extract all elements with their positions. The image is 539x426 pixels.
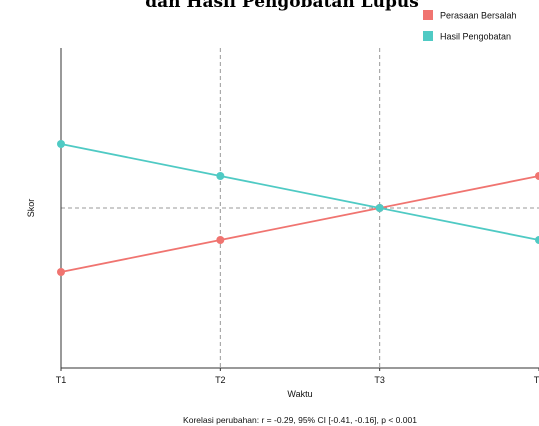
grid-lines: [61, 48, 539, 368]
data-point: [216, 172, 225, 180]
data-point: [57, 268, 65, 276]
x-tick-label: T3: [374, 375, 385, 385]
legend: Perasaan Bersalah Hasil Pengobatan: [423, 10, 517, 42]
x-tick-label: T4: [534, 375, 539, 385]
data-point: [216, 236, 225, 244]
axes: [60, 48, 539, 369]
x-tick-label: T1: [56, 375, 67, 385]
chart-caption: Korelasi perubahan: r = -0.29, 95% CI [-…: [183, 415, 417, 425]
x-tick-label: T2: [215, 375, 226, 385]
data-point: [375, 204, 384, 212]
data-point: [535, 236, 539, 244]
data-point: [57, 140, 65, 148]
data-point: [535, 172, 539, 180]
chart-title: dan Hasil Pengobatan Lupus: [145, 0, 419, 12]
legend-swatch: [423, 10, 433, 20]
x-axis-label: Waktu: [287, 389, 312, 399]
series-line-2: [60, 143, 539, 241]
y-axis-label: Skor: [26, 199, 36, 218]
series-lines: [57, 140, 539, 276]
legend-swatch: [423, 31, 433, 41]
x-tick-labels: T1 T2 T3 T4: [56, 368, 539, 385]
series-line-1: [60, 175, 539, 273]
legend-label: Perasaan Bersalah: [440, 11, 517, 21]
legend-label: Hasil Pengobatan: [440, 32, 511, 42]
